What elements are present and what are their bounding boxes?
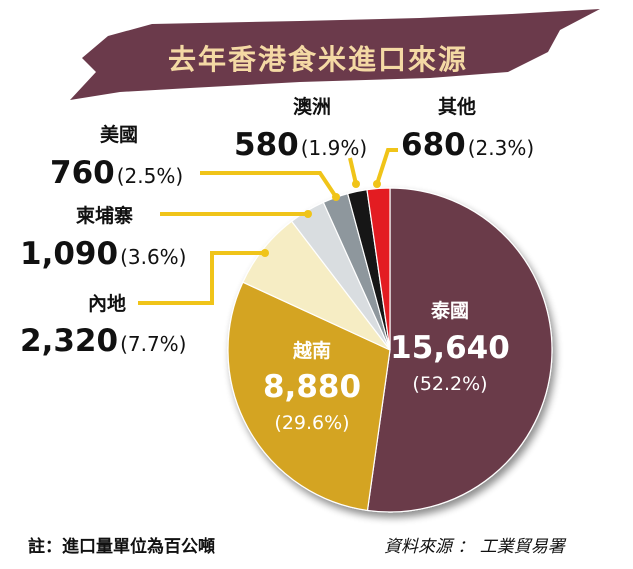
slice-7-name-label: 其他	[438, 95, 476, 118]
slice-7-value-label: 680 (2.3%)	[401, 127, 534, 163]
slice-3-value-label: 2,320 (7.7%)	[20, 323, 186, 359]
slice-3-percent-label: (7.7%)	[120, 332, 186, 356]
slice-3-name-label: 內地	[88, 292, 126, 315]
slice-1-wedge	[366, 187, 553, 513]
slice-4-value-label: 1,090 (3.6%)	[20, 236, 186, 272]
slice-labels: 泰國 15,640 (52.2%) 越南 8,880 (29.6%) 內地 2,320 (7.7…	[20, 95, 534, 434]
title-banner	[70, 9, 600, 100]
slice-6-value-text: 580	[234, 127, 299, 163]
slice-1-value-label: 15,640	[390, 330, 510, 366]
slice-5-value-label: 760 (2.5%)	[50, 155, 183, 191]
slice-6-leader-line	[348, 157, 358, 185]
unit-note: 註：進口量單位為百公噸	[28, 537, 215, 557]
chart-title: 去年香港食米進口來源	[168, 43, 468, 76]
slice-2-value-text: 8,880	[263, 369, 361, 405]
slice-1-value-text: 15,640	[390, 330, 510, 366]
slice-1-percent-label: (52.2%)	[412, 373, 487, 395]
slice-4-leader-dot	[304, 210, 312, 218]
slice-5-leader-dot	[332, 193, 340, 201]
slice-2-name-label: 越南	[292, 339, 331, 362]
slice-5-name-label: 美國	[100, 123, 138, 146]
pie	[227, 187, 553, 513]
slice-7-leader-dot	[373, 180, 381, 188]
slice-5-value-text: 760	[50, 155, 115, 191]
slice-2-wedge	[227, 281, 391, 512]
slice-7-value-text: 680	[401, 127, 466, 163]
slice-2-value-label: 8,880	[263, 369, 361, 405]
slice-2-percent-label: (29.6%)	[274, 412, 349, 434]
slice-5-percent-label: (2.5%)	[117, 164, 183, 188]
slice-4-value-text: 1,090	[20, 236, 118, 272]
slice-7-wedge	[366, 187, 391, 351]
slice-6-value-label: 580 (1.9%)	[234, 127, 367, 163]
source-note: 資料來源 ： 工業貿易署	[384, 537, 565, 557]
slice-4-percent-label: (3.6%)	[120, 245, 186, 269]
slice-3-leader-line	[138, 251, 265, 305]
leader-lines	[138, 148, 398, 305]
slice-6-percent-label: (1.9%)	[301, 136, 367, 160]
slice-6-name-label: 澳洲	[293, 95, 331, 118]
slice-6-leader-dot	[352, 180, 360, 188]
slice-3-value-text: 2,320	[20, 323, 118, 359]
slice-1-name-label: 泰國	[430, 299, 469, 322]
slice-7-percent-label: (2.3%)	[468, 136, 534, 160]
slice-7-leader-line	[375, 148, 398, 185]
slice-3-leader-dot	[261, 249, 269, 257]
slice-5-leader-line	[200, 171, 338, 199]
slice-4-name-label: 柬埔寨	[76, 204, 133, 227]
